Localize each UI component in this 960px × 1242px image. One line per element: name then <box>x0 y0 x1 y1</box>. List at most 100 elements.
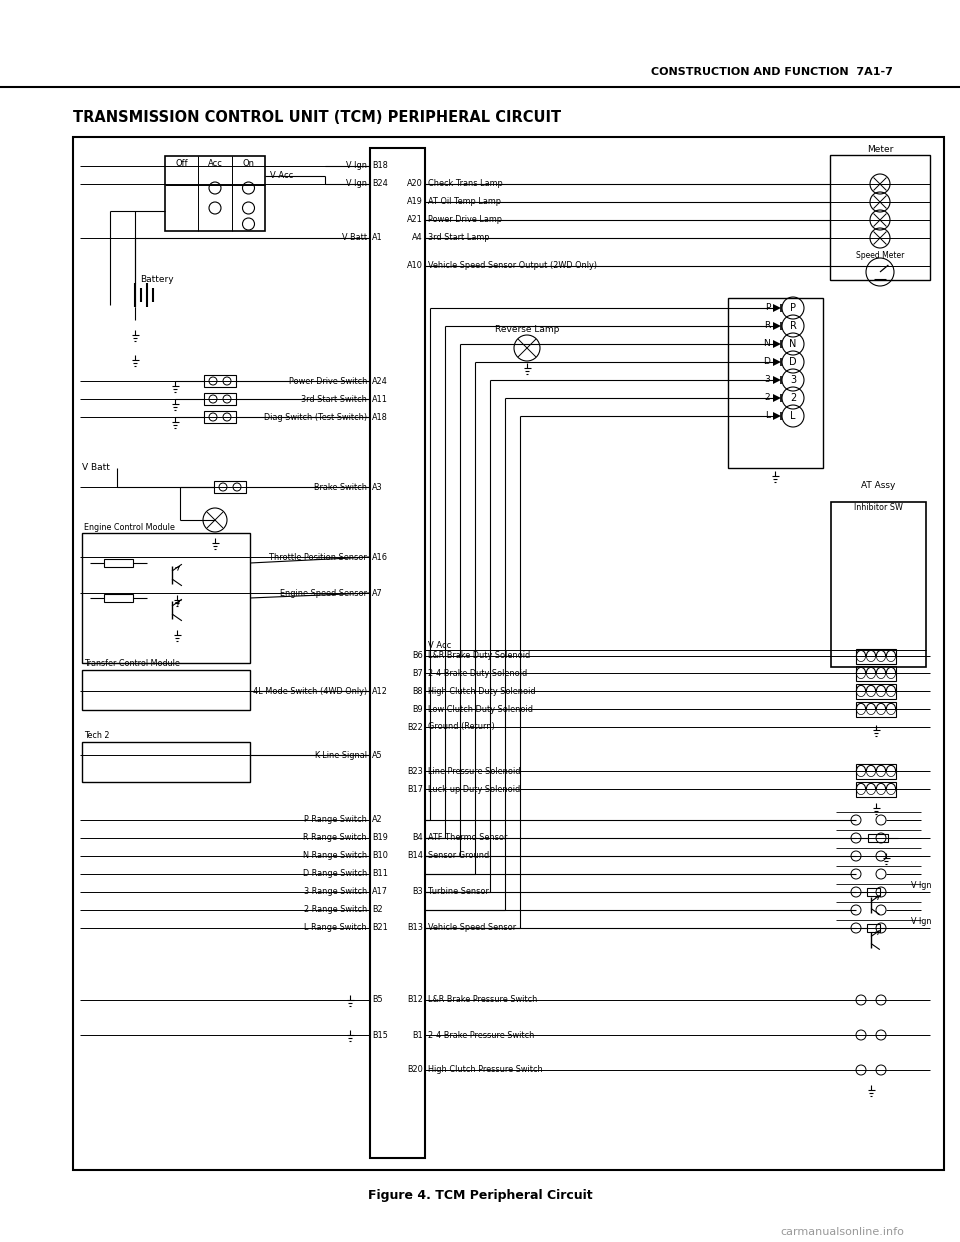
Text: N Range Switch: N Range Switch <box>302 852 367 861</box>
Bar <box>105 559 132 568</box>
Text: B10: B10 <box>372 852 388 861</box>
Text: B18: B18 <box>372 161 388 170</box>
Text: R: R <box>764 322 770 330</box>
Text: N: N <box>763 339 770 349</box>
Bar <box>867 924 879 932</box>
Text: Figure 4. TCM Peripheral Circuit: Figure 4. TCM Peripheral Circuit <box>368 1189 592 1201</box>
Text: A5: A5 <box>372 750 383 760</box>
Text: Line Pressure Solenoid: Line Pressure Solenoid <box>428 766 520 775</box>
Text: CONSTRUCTION AND FUNCTION  7A1-7: CONSTRUCTION AND FUNCTION 7A1-7 <box>651 67 893 77</box>
Text: B11: B11 <box>372 869 388 878</box>
Text: A20: A20 <box>407 180 423 189</box>
Bar <box>82 741 250 782</box>
Text: B14: B14 <box>407 852 423 861</box>
Text: Engine Control Module: Engine Control Module <box>84 523 175 532</box>
Bar <box>204 392 236 405</box>
Text: Luck-up Duty Solenoid: Luck-up Duty Solenoid <box>428 785 520 794</box>
Text: High Clutch Pressure Switch: High Clutch Pressure Switch <box>428 1066 542 1074</box>
Text: N: N <box>789 339 797 349</box>
Text: carmanualsonline.info: carmanualsonline.info <box>780 1227 904 1237</box>
Text: K-Line Signal: K-Line Signal <box>315 750 367 760</box>
Text: A10: A10 <box>407 262 423 271</box>
Text: A21: A21 <box>407 216 423 225</box>
Text: V Ign: V Ign <box>911 881 931 889</box>
Text: High Clutch Duty Solenoid: High Clutch Duty Solenoid <box>428 687 536 696</box>
Bar <box>73 137 944 1170</box>
Text: 2 Range Switch: 2 Range Switch <box>303 905 367 914</box>
Bar <box>830 155 930 279</box>
Text: Acc: Acc <box>207 159 223 169</box>
Text: Battery: Battery <box>140 276 174 284</box>
Bar <box>856 764 896 779</box>
Text: A19: A19 <box>407 197 423 206</box>
Text: V Batt: V Batt <box>82 463 109 472</box>
Text: B9: B9 <box>413 704 423 713</box>
Text: 3: 3 <box>790 375 796 385</box>
Text: Ground (Return): Ground (Return) <box>428 723 494 732</box>
Text: P Range Switch: P Range Switch <box>304 816 367 825</box>
Text: R Range Switch: R Range Switch <box>303 833 367 842</box>
Text: 3rd Start Lamp: 3rd Start Lamp <box>428 233 490 242</box>
Bar <box>204 411 236 424</box>
Text: V Ign: V Ign <box>911 917 931 925</box>
Text: Reverse Lamp: Reverse Lamp <box>494 325 559 334</box>
Text: P: P <box>764 303 770 313</box>
Bar <box>105 594 132 602</box>
Text: A12: A12 <box>372 687 388 696</box>
Text: D: D <box>789 356 797 366</box>
Text: V Acc: V Acc <box>270 171 293 180</box>
Text: L: L <box>765 411 770 421</box>
Text: A2: A2 <box>372 816 383 825</box>
Text: Power Drive Switch: Power Drive Switch <box>289 376 367 385</box>
Text: V Ign: V Ign <box>346 180 367 189</box>
Bar <box>204 375 236 388</box>
Text: A7: A7 <box>372 589 383 597</box>
Text: Transfer Control Module: Transfer Control Module <box>84 660 180 668</box>
Bar <box>165 156 265 231</box>
Text: Throttle Position Sensor: Throttle Position Sensor <box>269 553 367 561</box>
Text: B3: B3 <box>413 888 423 897</box>
Text: A17: A17 <box>372 888 388 897</box>
Text: ATF Thermo Sensor: ATF Thermo Sensor <box>428 833 508 842</box>
Text: B1: B1 <box>412 1031 423 1040</box>
Text: B6: B6 <box>412 652 423 661</box>
Text: AT Oil Temp Lamp: AT Oil Temp Lamp <box>428 197 501 206</box>
Text: A1: A1 <box>372 233 383 242</box>
Text: P: P <box>790 303 796 313</box>
Text: B19: B19 <box>372 833 388 842</box>
Text: V Ign: V Ign <box>346 161 367 170</box>
Text: B15: B15 <box>372 1031 388 1040</box>
Polygon shape <box>773 358 781 366</box>
Text: V Acc: V Acc <box>428 641 451 650</box>
Text: D Range Switch: D Range Switch <box>302 869 367 878</box>
Text: A18: A18 <box>372 412 388 421</box>
Text: Tech 2: Tech 2 <box>84 732 109 740</box>
Text: Brake Switch: Brake Switch <box>314 482 367 492</box>
Text: L&R Brake Pressure Switch: L&R Brake Pressure Switch <box>428 996 538 1005</box>
Text: B21: B21 <box>372 924 388 933</box>
Text: B20: B20 <box>407 1066 423 1074</box>
Text: Sensor Ground: Sensor Ground <box>428 852 490 861</box>
Bar <box>82 669 250 710</box>
Text: L Range Switch: L Range Switch <box>304 924 367 933</box>
Text: 2-4 Brake Duty Solenoid: 2-4 Brake Duty Solenoid <box>428 668 527 677</box>
Polygon shape <box>773 412 781 420</box>
Text: 2: 2 <box>790 392 796 402</box>
Text: TRANSMISSION CONTROL UNIT (TCM) PERIPHERAL CIRCUIT: TRANSMISSION CONTROL UNIT (TCM) PERIPHER… <box>73 111 562 125</box>
Text: A16: A16 <box>372 553 388 561</box>
Bar <box>728 298 823 468</box>
Text: 3rd Start Switch: 3rd Start Switch <box>301 395 367 404</box>
Text: 4L Mode Switch (4WD Only): 4L Mode Switch (4WD Only) <box>252 687 367 696</box>
Text: Vehicle Speed Sensor Output (2WD Only): Vehicle Speed Sensor Output (2WD Only) <box>428 262 597 271</box>
Bar <box>856 683 896 698</box>
Text: Inhibitor SW: Inhibitor SW <box>854 503 903 512</box>
Text: Vehicle Speed Sensor: Vehicle Speed Sensor <box>428 924 516 933</box>
Text: 2: 2 <box>764 394 770 402</box>
Text: L&R Brake Duty Solenoid: L&R Brake Duty Solenoid <box>428 652 530 661</box>
Text: AT Assy: AT Assy <box>861 481 896 489</box>
Text: 3 Range Switch: 3 Range Switch <box>303 888 367 897</box>
Bar <box>856 781 896 796</box>
Text: Check Trans Lamp: Check Trans Lamp <box>428 180 503 189</box>
Text: A11: A11 <box>372 395 388 404</box>
Text: 3: 3 <box>764 375 770 385</box>
